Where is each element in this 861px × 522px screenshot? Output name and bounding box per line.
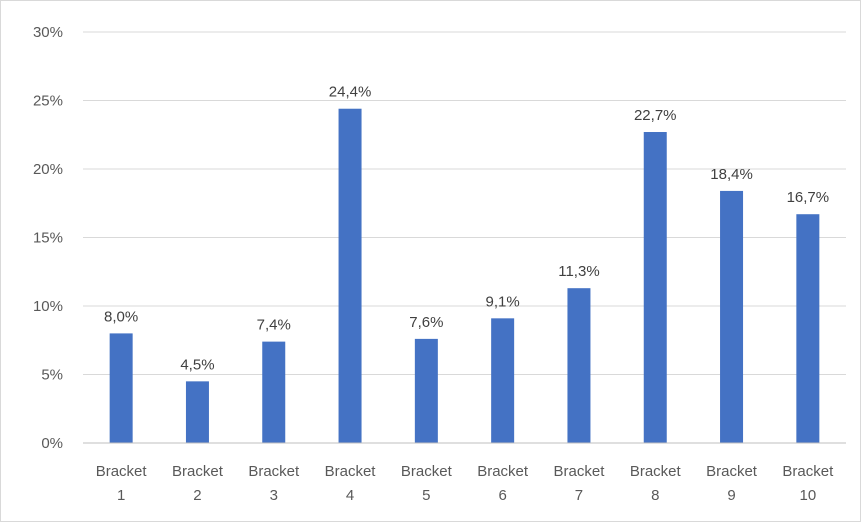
x-tick-label-line1: Bracket — [630, 463, 682, 480]
bar — [109, 333, 133, 443]
data-label: 11,3% — [558, 263, 599, 280]
data-label: 22,7% — [634, 107, 677, 124]
x-axis-ticks: Bracket 1 Bracket 2 Bracket 3 Bracket 4 Bracket 5… — [96, 463, 834, 504]
x-tick-label-line2: 5 — [422, 487, 430, 504]
x-tick-label-line1: Bracket — [248, 463, 300, 480]
bar — [796, 214, 820, 443]
x-tick-label-line1: Bracket — [782, 463, 834, 480]
x-tick-label-line1: Bracket — [325, 463, 377, 480]
data-label: 7,4% — [257, 317, 291, 334]
data-label: 18,4% — [710, 166, 753, 183]
x-tick-label-line1: Bracket — [401, 463, 453, 480]
x-tick-label-line2: 9 — [727, 487, 735, 504]
bar — [567, 288, 591, 443]
x-tick-label-line2: 2 — [193, 487, 201, 504]
data-label: 4,5% — [180, 356, 214, 373]
data-label: 8,0% — [104, 308, 138, 325]
data-label: 9,1% — [486, 293, 520, 310]
x-tick-label-line2: 7 — [575, 487, 583, 504]
bar — [338, 108, 362, 443]
y-tick-label: 20% — [33, 161, 63, 178]
bar — [720, 190, 744, 443]
x-tick-label-line1: Bracket — [172, 463, 224, 480]
y-tick-label: 5% — [41, 367, 63, 384]
x-tick-label-line1: Bracket — [477, 463, 529, 480]
bar — [414, 338, 438, 443]
data-label: 7,6% — [409, 314, 443, 331]
x-tick-label-line1: Bracket — [706, 463, 758, 480]
y-tick-label: 10% — [33, 298, 63, 315]
gridlines — [83, 31, 846, 375]
bar — [262, 341, 286, 443]
x-tick-label-line1: Bracket — [554, 463, 606, 480]
x-tick-label-line2: 8 — [651, 487, 659, 504]
bar — [491, 318, 515, 443]
y-tick-label: 0% — [41, 435, 63, 452]
bars — [109, 108, 820, 443]
bar — [185, 381, 209, 443]
x-tick-label-line2: 4 — [346, 487, 354, 504]
x-tick-label-line2: 6 — [498, 487, 506, 504]
data-labels: 8,0% 4,5% 7,4% 24,4% 7,6% 9,1% 11,3% 22,7% 18,4%… — [104, 84, 829, 374]
y-tick-label: 30% — [33, 24, 63, 41]
x-tick-label-line2: 3 — [270, 487, 278, 504]
y-tick-label: 15% — [33, 230, 63, 247]
bar — [643, 132, 667, 443]
x-tick-label-line2: 10 — [800, 487, 817, 504]
data-label: 16,7% — [787, 189, 830, 206]
x-tick-label-line1: Bracket — [96, 463, 148, 480]
x-tick-label-line2: 1 — [117, 487, 125, 504]
y-axis-ticks: 0% 5% 10% 15% 20% 25% 30% — [33, 24, 63, 452]
y-tick-label: 25% — [33, 93, 63, 110]
data-label: 24,4% — [329, 84, 372, 101]
